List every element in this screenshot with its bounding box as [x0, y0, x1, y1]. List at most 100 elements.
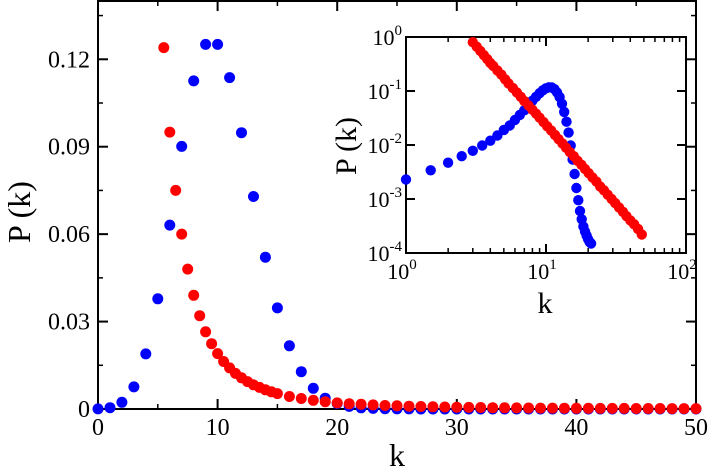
data-point — [463, 401, 475, 413]
data-point — [403, 400, 415, 412]
data-point — [283, 391, 295, 402]
data-point — [188, 289, 200, 301]
data-point — [379, 400, 391, 411]
main-x-tick-label: 50 — [684, 415, 708, 441]
data-point — [427, 401, 439, 413]
inset-x-tick-label: 102 — [667, 257, 697, 284]
data-point — [558, 402, 570, 414]
data-point — [307, 382, 319, 394]
inset-y-tick-exponent: -3 — [390, 185, 403, 201]
data-point — [585, 238, 597, 249]
data-point — [259, 251, 271, 263]
inset-x-tick-base: 10 — [667, 259, 689, 284]
data-point — [594, 402, 606, 414]
data-point — [182, 263, 194, 275]
data-point — [618, 402, 630, 414]
data-point — [343, 398, 355, 410]
data-point — [569, 168, 580, 180]
data-point — [582, 402, 594, 414]
data-point — [523, 402, 535, 414]
inset-y-tick-label: 10-2 — [368, 131, 403, 158]
data-point — [654, 403, 666, 414]
data-point — [212, 38, 224, 50]
data-point — [128, 381, 140, 393]
data-point — [678, 403, 690, 415]
data-point — [206, 338, 218, 350]
inset-plot-frame — [405, 36, 687, 254]
data-point — [200, 326, 212, 338]
main-y-tick-label: 0 — [78, 397, 90, 423]
inset-y-tick-label: 10-1 — [368, 77, 403, 104]
data-point — [331, 397, 343, 409]
data-point — [563, 127, 574, 138]
main-x-tick-label: 0 — [92, 415, 104, 441]
data-point — [570, 402, 582, 414]
inset-x-tick-label: 100 — [387, 257, 417, 284]
data-point — [391, 400, 403, 412]
data-point — [573, 195, 584, 206]
inset-data-points — [400, 37, 647, 249]
main-data-points — [92, 38, 702, 415]
data-point — [152, 293, 164, 305]
data-point — [642, 403, 654, 414]
main-y-tick-label: 0.12 — [48, 47, 90, 73]
inset-y-tick-base: 10 — [368, 241, 390, 266]
data-point — [451, 401, 463, 413]
data-point — [319, 396, 331, 408]
inset-y-tick-exponent: -2 — [390, 131, 403, 147]
inset-x-tick-label: 101 — [527, 257, 557, 284]
main-x-tick-label: 20 — [325, 415, 349, 441]
inset-y-tick-label: 10-4 — [368, 239, 403, 266]
data-point — [116, 396, 128, 408]
data-point — [690, 403, 702, 415]
data-point — [92, 403, 104, 415]
inset-y-tick-base: 10 — [368, 79, 390, 104]
data-point — [400, 174, 412, 185]
inset-y-tick-exponent: -1 — [390, 77, 403, 93]
data-point — [456, 151, 467, 162]
main-x-tick-label: 30 — [445, 415, 469, 441]
data-point — [194, 310, 206, 322]
inset-x-axis-label: k — [538, 287, 553, 320]
data-point — [224, 72, 236, 84]
data-point — [630, 403, 642, 414]
main-y-tick-label: 0.03 — [48, 310, 90, 336]
data-point — [164, 126, 176, 138]
data-point — [271, 388, 283, 400]
inset-y-tick-exponent: -4 — [390, 239, 403, 255]
data-point — [559, 106, 570, 118]
data-point — [556, 98, 568, 110]
data-point — [511, 402, 523, 414]
data-point — [425, 165, 436, 176]
data-point — [355, 398, 367, 410]
data-point — [442, 157, 454, 168]
data-point — [467, 145, 478, 156]
main-x-tick-label: 40 — [564, 415, 588, 441]
main-x-axis-label: k — [389, 437, 405, 473]
main-y-axis-label: P (k) — [1, 181, 37, 243]
data-point — [158, 42, 170, 54]
data-point — [295, 393, 307, 404]
data-point — [248, 191, 259, 202]
data-point — [606, 402, 618, 414]
data-point — [176, 140, 188, 152]
inset-x-tick-base: 10 — [387, 259, 409, 284]
data-point — [170, 184, 182, 196]
data-point — [487, 402, 499, 414]
inset-y-tick-base: 10 — [373, 25, 395, 50]
main-y-tick-label: 0.06 — [48, 222, 90, 248]
data-point — [547, 402, 558, 414]
data-point — [499, 402, 511, 414]
inset-y-tick-base: 10 — [368, 133, 390, 158]
data-point — [666, 403, 678, 415]
data-point — [283, 340, 295, 352]
data-point — [140, 348, 152, 360]
data-point — [236, 127, 247, 139]
inset-x-tick-base: 10 — [527, 259, 549, 284]
inset-y-tick-base: 10 — [368, 187, 390, 212]
data-point — [415, 401, 427, 412]
